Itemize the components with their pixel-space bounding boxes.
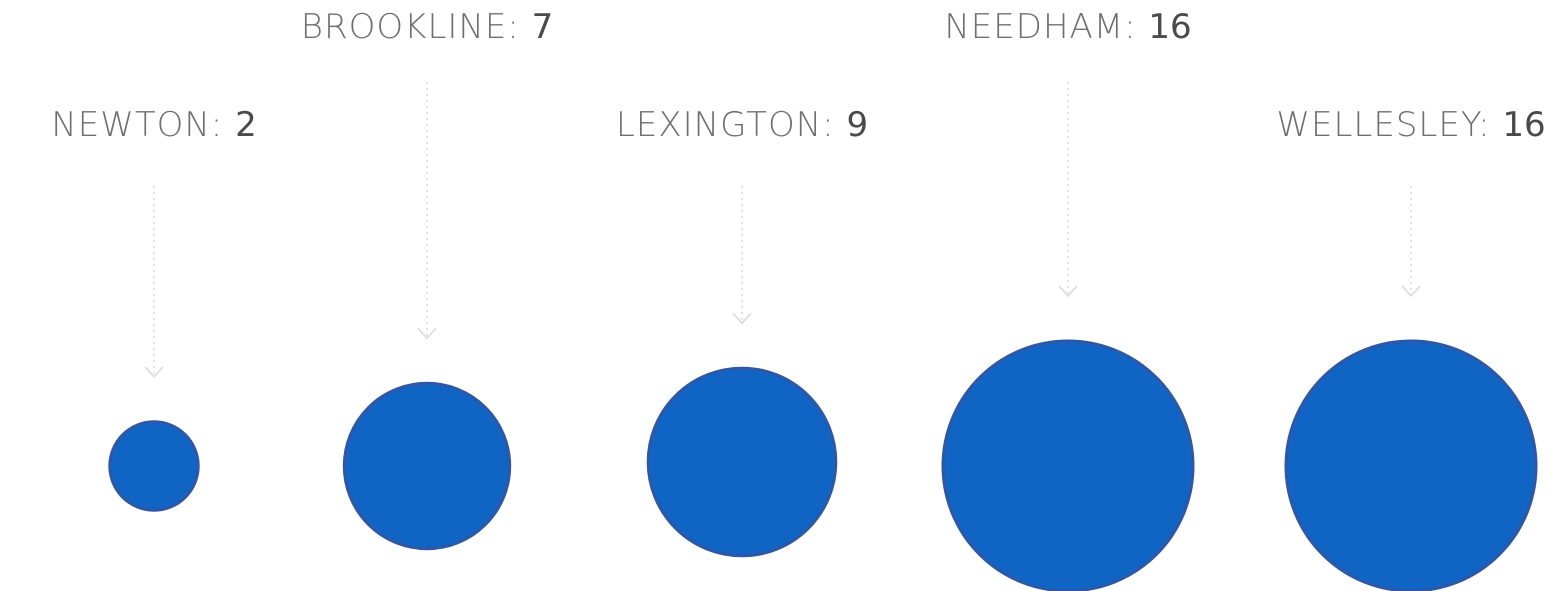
bubble-brookline [342, 381, 512, 551]
data-label-needham: NEEDHAM: 16 [944, 7, 1191, 47]
labels-layer: NEWTON: 2 BROOKLINE: 7 LEXINGTON: 9 NEEDHAM… [51, 7, 1545, 145]
leader-arrow-newton [144, 366, 164, 378]
leaders-layer [144, 82, 1421, 378]
data-label-brookline: BROOKLINE: 7 [301, 7, 554, 47]
data-label-wellesley: WELLESLEY: 16 [1276, 105, 1545, 145]
data-label-lexington: LEXINGTON: 9 [616, 105, 868, 145]
bubble-lexington [646, 366, 838, 558]
bubble-newton [108, 420, 200, 512]
leader-arrow-lexington [732, 312, 752, 325]
bubbles-layer [108, 339, 1538, 591]
bubble-needham [941, 339, 1195, 591]
bubble-wellesley [1284, 339, 1538, 591]
data-label-newton: NEWTON: 2 [51, 105, 256, 145]
leader-arrow-brookline [417, 327, 437, 340]
leader-arrow-wellesley [1401, 285, 1421, 298]
leader-arrow-needham [1058, 285, 1078, 298]
